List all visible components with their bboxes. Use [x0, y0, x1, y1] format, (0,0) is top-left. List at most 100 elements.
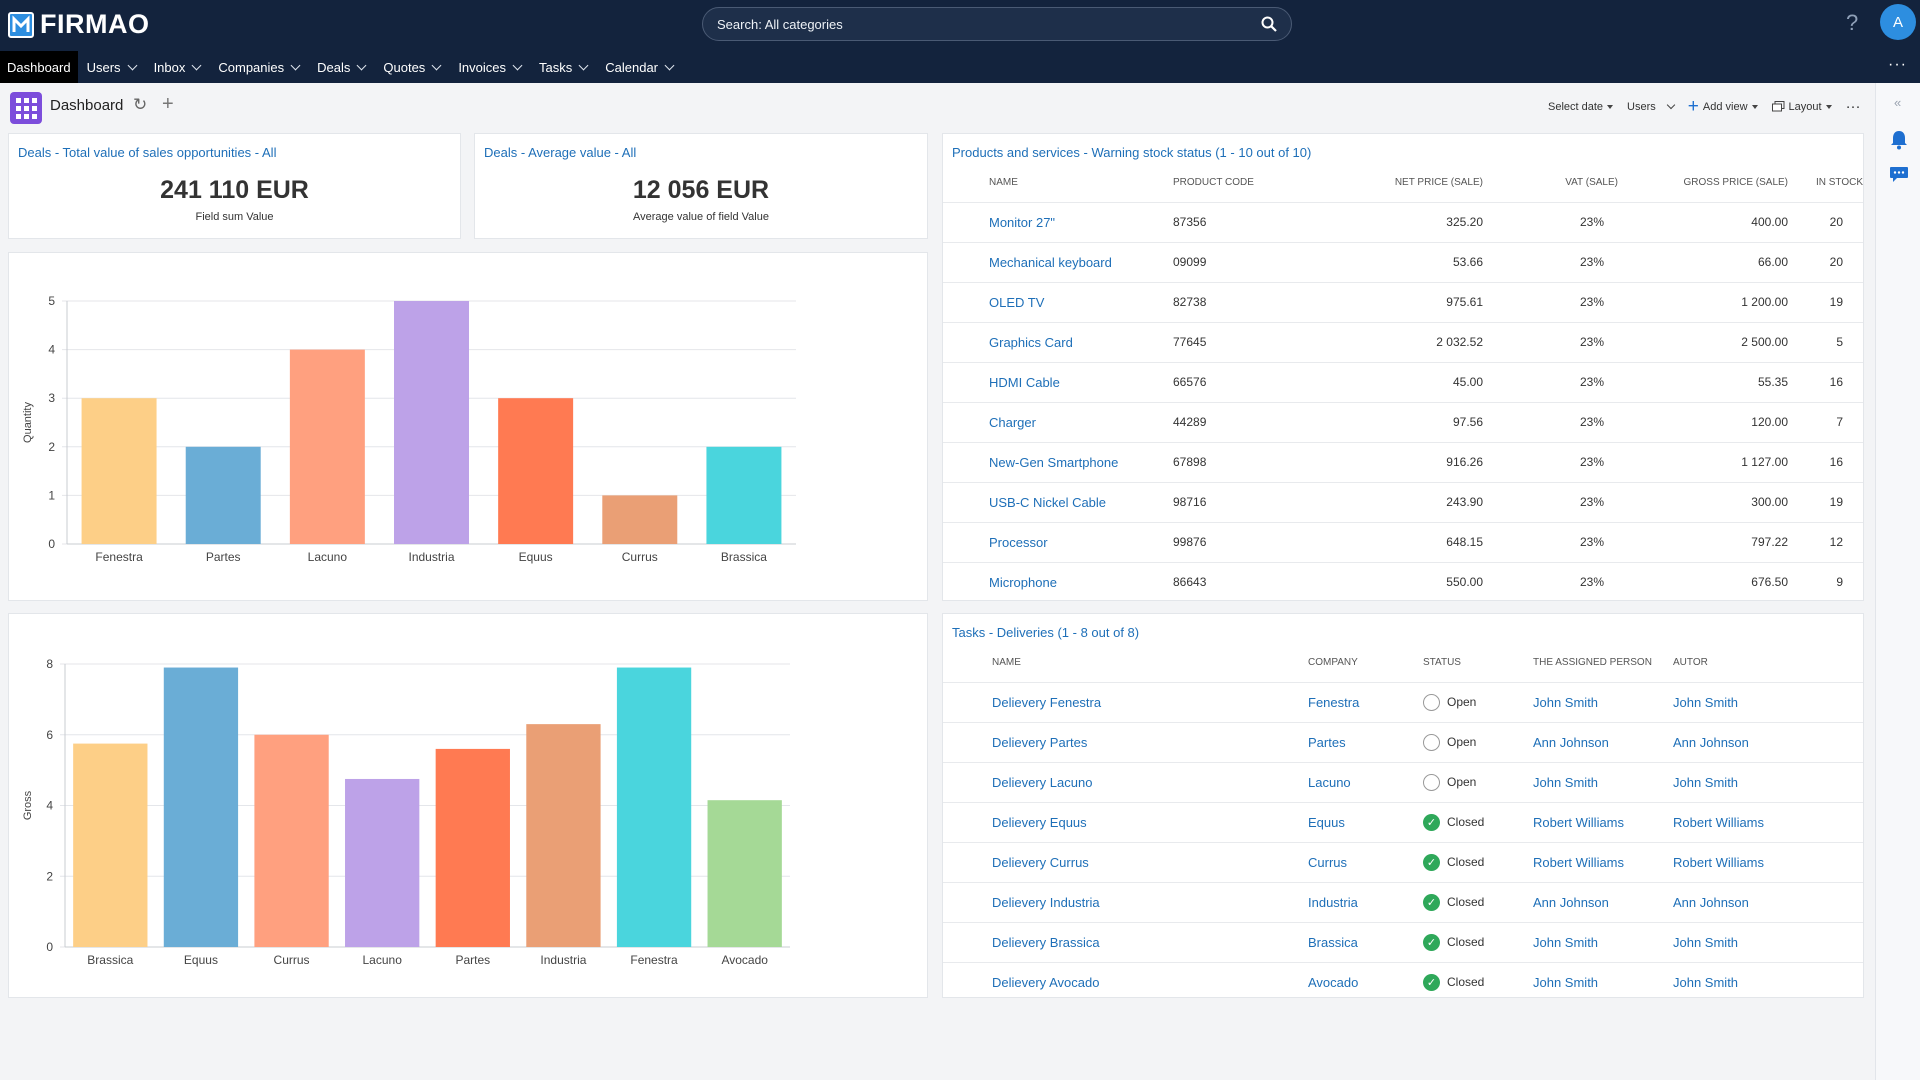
toolbar-more-icon[interactable]: ···: [1845, 98, 1861, 115]
task-company-cell[interactable]: Partes: [1308, 721, 1423, 762]
nav-item-inbox[interactable]: Inbox: [145, 51, 210, 83]
search-icon[interactable]: [1261, 16, 1277, 32]
product-name-cell[interactable]: Charger: [943, 401, 1173, 442]
table-row[interactable]: Processor 99876 648.15 23% 797.22 12: [943, 521, 1863, 562]
task-assigned-cell[interactable]: John Smith: [1533, 921, 1673, 962]
kpi-title[interactable]: Deals - Average value - All: [484, 145, 637, 160]
task-assigned-cell[interactable]: Robert Williams: [1533, 841, 1673, 882]
tasks-title[interactable]: Tasks - Deliveries (1 - 8 out of 8): [952, 625, 1140, 640]
column-header[interactable]: NAME: [992, 657, 1021, 669]
status-badge[interactable]: Open: [1423, 733, 1533, 751]
product-name-cell[interactable]: USB-C Nickel Cable: [943, 481, 1173, 522]
table-row[interactable]: Delievery Lacuno Lacuno Open John Smith John…: [943, 761, 1863, 802]
user-avatar[interactable]: A: [1880, 4, 1916, 40]
bar-fenestra[interactable]: [81, 398, 157, 544]
table-row[interactable]: OLED TV 82738 975.61 23% 1 200.00 19: [943, 281, 1863, 322]
table-row[interactable]: USB-C Nickel Cable 98716 243.90 23% 300.00 19: [943, 481, 1863, 522]
bar-brassica[interactable]: [706, 446, 782, 544]
product-name-cell[interactable]: Processor: [943, 521, 1173, 562]
nav-item-users[interactable]: Users: [78, 51, 145, 83]
task-assigned-cell[interactable]: Robert Williams: [1533, 801, 1673, 842]
column-header[interactable]: NET PRICE (SALE): [1394, 177, 1483, 189]
column-header[interactable]: THE ASSIGNED PERSON: [1533, 657, 1652, 669]
product-name-cell[interactable]: Monitor 27": [943, 201, 1173, 242]
product-name-cell[interactable]: Graphics Card: [943, 321, 1173, 362]
task-name-cell[interactable]: Delievery Lacuno: [943, 761, 1308, 802]
product-name-cell[interactable]: HDMI Cable: [943, 361, 1173, 402]
task-assigned-cell[interactable]: John Smith: [1533, 961, 1673, 1002]
column-header[interactable]: IN STOCK: [1815, 177, 1863, 189]
task-autor-cell[interactable]: John Smith: [1673, 761, 1863, 802]
task-assigned-cell[interactable]: Ann Johnson: [1533, 721, 1673, 762]
status-badge[interactable]: ✓ Closed: [1423, 933, 1533, 951]
table-row[interactable]: Mechanical keyboard 09099 53.66 23% 66.00 20: [943, 241, 1863, 282]
bar-lacuno[interactable]: [289, 349, 365, 544]
status-badge[interactable]: Open: [1423, 693, 1533, 711]
table-row[interactable]: Delievery Equus Equus ✓ Closed Robert Willia…: [943, 801, 1863, 842]
task-company-cell[interactable]: Avocado: [1308, 961, 1423, 1002]
products-title[interactable]: Products and services - Warning stock st…: [952, 145, 1312, 160]
table-row[interactable]: Charger 44289 97.56 23% 120.00 7: [943, 401, 1863, 442]
task-autor-cell[interactable]: John Smith: [1673, 921, 1863, 962]
nav-item-tasks[interactable]: Tasks: [530, 51, 596, 83]
task-name-cell[interactable]: Delievery Brassica: [943, 921, 1308, 962]
task-name-cell[interactable]: Delievery Avocado: [943, 961, 1308, 1002]
bar-avocado[interactable]: [707, 800, 782, 947]
add-widget-icon[interactable]: +: [162, 93, 174, 115]
bar-industria[interactable]: [394, 301, 469, 544]
column-header[interactable]: AUTOR: [1673, 657, 1708, 669]
task-assigned-cell[interactable]: Ann Johnson: [1533, 881, 1673, 922]
task-company-cell[interactable]: Industria: [1308, 881, 1423, 922]
bar-equus[interactable]: [163, 667, 239, 947]
column-header[interactable]: GROSS PRICE (SALE): [1683, 177, 1788, 189]
product-name-cell[interactable]: Mechanical keyboard: [943, 241, 1173, 282]
bar-fenestra[interactable]: [616, 667, 692, 947]
column-header[interactable]: PRODUCT CODE: [1173, 177, 1254, 189]
layout-button[interactable]: Layout: [1771, 101, 1832, 113]
add-view-button[interactable]: + Add view: [1688, 97, 1758, 116]
task-assigned-cell[interactable]: John Smith: [1533, 681, 1673, 722]
bar-brassica[interactable]: [73, 743, 148, 947]
product-name-cell[interactable]: OLED TV: [943, 281, 1173, 322]
table-row[interactable]: New-Gen Smartphone 67898 916.26 23% 1 127.00…: [943, 441, 1863, 482]
product-name-cell[interactable]: New-Gen Smartphone: [943, 441, 1173, 482]
task-name-cell[interactable]: Delievery Partes: [943, 721, 1308, 762]
bar-currus[interactable]: [254, 734, 329, 947]
bar-partes[interactable]: [435, 748, 510, 947]
table-row[interactable]: Delievery Fenestra Fenestra Open John Smith…: [943, 681, 1863, 722]
notifications-bell-icon[interactable]: [1890, 130, 1908, 150]
column-header[interactable]: VAT (SALE): [1565, 177, 1618, 189]
task-company-cell[interactable]: Lacuno: [1308, 761, 1423, 802]
task-autor-cell[interactable]: Ann Johnson: [1673, 881, 1863, 922]
status-badge[interactable]: ✓ Closed: [1423, 973, 1533, 991]
nav-item-companies[interactable]: Companies: [209, 51, 308, 83]
task-company-cell[interactable]: Brassica: [1308, 921, 1423, 962]
chat-icon[interactable]: [1889, 166, 1909, 184]
nav-item-invoices[interactable]: Invoices: [449, 51, 530, 83]
help-icon[interactable]: ?: [1846, 10, 1859, 35]
status-badge[interactable]: ✓ Closed: [1423, 893, 1533, 911]
table-row[interactable]: Delievery Avocado Avocado ✓ Closed John Smit…: [943, 961, 1863, 1002]
column-header[interactable]: COMPANY: [1308, 657, 1358, 669]
table-row[interactable]: Microphone 86643 550.00 23% 676.50 9: [943, 561, 1863, 602]
table-row[interactable]: Graphics Card 77645 2 032.52 23% 2 500.00 5: [943, 321, 1863, 362]
dashboard-grid-icon[interactable]: [10, 92, 42, 124]
task-autor-cell[interactable]: Robert Williams: [1673, 801, 1863, 842]
task-company-cell[interactable]: Equus: [1308, 801, 1423, 842]
refresh-icon[interactable]: ↻: [133, 95, 148, 114]
table-row[interactable]: Delievery Currus Currus ✓ Closed Robert Will…: [943, 841, 1863, 882]
column-header[interactable]: NAME: [989, 177, 1018, 189]
bar-equus[interactable]: [498, 398, 574, 544]
status-badge[interactable]: Open: [1423, 773, 1533, 791]
select-date-dropdown[interactable]: Select date: [1548, 101, 1614, 113]
nav-item-dashboard[interactable]: Dashboard: [0, 51, 78, 83]
bar-currus[interactable]: [602, 495, 678, 544]
nav-more-icon[interactable]: ···: [1888, 56, 1907, 73]
table-row[interactable]: Delievery Brassica Brassica ✓ Closed John Sm…: [943, 921, 1863, 962]
collapse-rail-icon[interactable]: «: [1894, 95, 1902, 110]
task-autor-cell[interactable]: John Smith: [1673, 961, 1863, 1002]
table-row[interactable]: HDMI Cable 66576 45.00 23% 55.35 16: [943, 361, 1863, 402]
table-row[interactable]: Delievery Partes Partes Open Ann Johnson Ann…: [943, 721, 1863, 762]
status-badge[interactable]: ✓ Closed: [1423, 853, 1533, 871]
table-row[interactable]: Monitor 27" 87356 325.20 23% 400.00 20: [943, 201, 1863, 242]
